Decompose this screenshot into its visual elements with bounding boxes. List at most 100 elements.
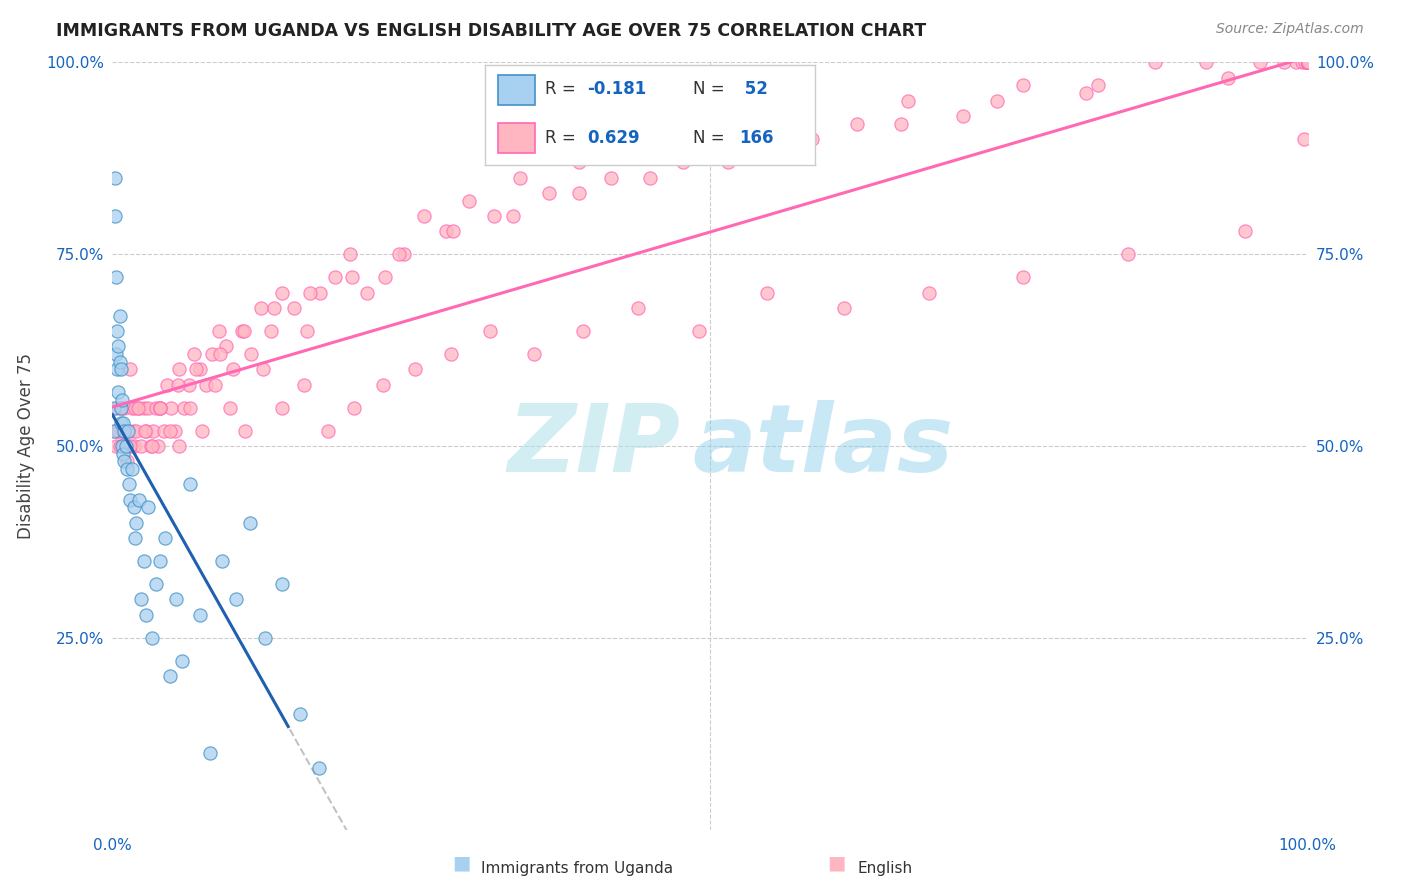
Point xyxy=(111,424,134,438)
Point xyxy=(297,324,319,338)
Y-axis label: Disability Age Over 75: Disability Age Over 75 xyxy=(17,353,35,539)
Point xyxy=(156,377,179,392)
Point xyxy=(186,362,208,376)
Point xyxy=(1012,270,1035,285)
Point xyxy=(122,500,145,515)
Point xyxy=(139,439,162,453)
Point xyxy=(392,247,415,261)
Point xyxy=(271,285,294,300)
Point xyxy=(142,424,165,438)
Point xyxy=(1296,55,1319,70)
Point xyxy=(149,554,172,568)
Point xyxy=(1296,55,1319,70)
Point xyxy=(208,324,231,338)
Point xyxy=(1294,55,1316,70)
Point xyxy=(1087,78,1109,93)
Point xyxy=(135,607,157,622)
Point xyxy=(1296,55,1319,70)
Point xyxy=(986,94,1008,108)
Point xyxy=(163,424,186,438)
Point xyxy=(105,362,128,376)
Point xyxy=(298,285,321,300)
Point xyxy=(1296,55,1319,70)
Point xyxy=(1195,55,1218,70)
Point xyxy=(1285,55,1308,70)
Point xyxy=(634,147,657,161)
Point xyxy=(114,454,135,468)
Point xyxy=(105,324,128,338)
Point xyxy=(254,631,277,645)
Point xyxy=(627,301,650,315)
Point xyxy=(132,554,155,568)
Point xyxy=(110,362,132,376)
Point xyxy=(1012,78,1035,93)
Point xyxy=(141,439,163,453)
Point xyxy=(799,132,821,146)
Point xyxy=(1296,55,1319,70)
Point xyxy=(112,416,135,430)
Point xyxy=(434,224,457,238)
Point xyxy=(145,577,167,591)
Point xyxy=(1296,55,1319,70)
Point xyxy=(114,401,135,415)
Point xyxy=(1296,55,1319,70)
Point xyxy=(239,516,262,530)
Point xyxy=(120,439,142,453)
Point xyxy=(183,347,205,361)
Point xyxy=(1249,55,1271,70)
Point xyxy=(141,631,163,645)
Point xyxy=(114,439,136,453)
Point xyxy=(134,424,156,438)
Point xyxy=(509,170,531,185)
Point xyxy=(479,324,502,338)
Point xyxy=(1296,55,1319,70)
Point xyxy=(177,377,200,392)
Point xyxy=(523,347,546,361)
Point xyxy=(149,401,172,415)
Point xyxy=(457,194,479,208)
Point xyxy=(918,285,941,300)
Point xyxy=(846,117,869,131)
Point xyxy=(107,424,129,438)
Point xyxy=(1296,55,1319,70)
Point xyxy=(1296,55,1319,70)
Point xyxy=(107,424,129,438)
Point xyxy=(1296,55,1319,70)
Point xyxy=(215,339,238,353)
Point xyxy=(711,132,734,146)
Point xyxy=(105,270,128,285)
Point xyxy=(129,592,152,607)
Point xyxy=(374,270,396,285)
Point xyxy=(952,109,974,123)
Point xyxy=(1296,55,1319,70)
Point xyxy=(1296,55,1319,70)
Point xyxy=(146,439,169,453)
Point xyxy=(800,132,823,146)
Point xyxy=(105,347,128,361)
Point xyxy=(128,401,150,415)
Point xyxy=(688,324,710,338)
Point xyxy=(121,424,143,438)
Point xyxy=(1292,132,1315,146)
Text: 0.629: 0.629 xyxy=(588,129,640,147)
Point xyxy=(222,362,245,376)
Point xyxy=(323,270,346,285)
Point xyxy=(752,147,775,161)
Point xyxy=(145,401,167,415)
Point xyxy=(1296,55,1319,70)
Point xyxy=(1296,55,1319,70)
Point xyxy=(1118,247,1140,261)
Point xyxy=(128,492,150,507)
Point xyxy=(124,401,146,415)
Point xyxy=(104,170,127,185)
Point xyxy=(309,285,332,300)
Point xyxy=(110,401,132,415)
Point xyxy=(160,401,183,415)
Point xyxy=(1296,55,1319,70)
Point xyxy=(120,362,142,376)
Point xyxy=(371,377,394,392)
Point xyxy=(1296,55,1319,70)
Point xyxy=(1296,55,1319,70)
Point xyxy=(1296,55,1319,70)
Point xyxy=(1296,55,1319,70)
